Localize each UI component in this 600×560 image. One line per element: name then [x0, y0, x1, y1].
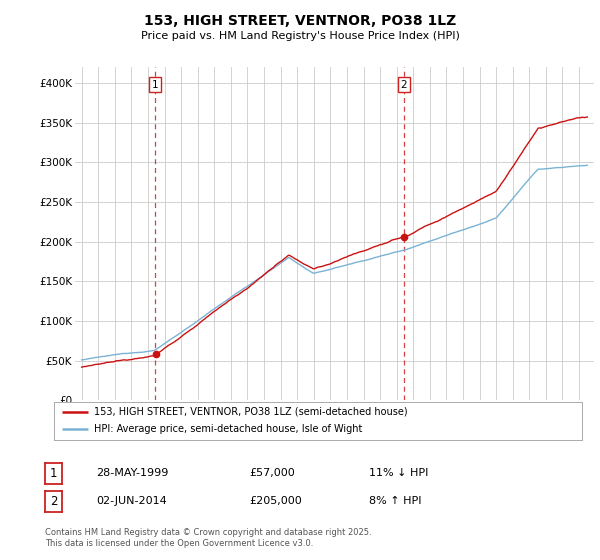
Text: Price paid vs. HM Land Registry's House Price Index (HPI): Price paid vs. HM Land Registry's House … — [140, 31, 460, 41]
Text: 11% ↓ HPI: 11% ↓ HPI — [369, 468, 428, 478]
Text: 8% ↑ HPI: 8% ↑ HPI — [369, 496, 421, 506]
Text: 28-MAY-1999: 28-MAY-1999 — [96, 468, 169, 478]
Text: Contains HM Land Registry data © Crown copyright and database right 2025.
This d: Contains HM Land Registry data © Crown c… — [45, 528, 371, 548]
Text: £57,000: £57,000 — [249, 468, 295, 478]
Text: 02-JUN-2014: 02-JUN-2014 — [96, 496, 167, 506]
Text: 2: 2 — [50, 494, 57, 508]
Text: 2: 2 — [400, 80, 407, 90]
Text: 153, HIGH STREET, VENTNOR, PO38 1LZ: 153, HIGH STREET, VENTNOR, PO38 1LZ — [144, 14, 456, 28]
Text: 153, HIGH STREET, VENTNOR, PO38 1LZ (semi-detached house): 153, HIGH STREET, VENTNOR, PO38 1LZ (sem… — [94, 407, 407, 417]
Text: 1: 1 — [151, 80, 158, 90]
Text: £205,000: £205,000 — [249, 496, 302, 506]
Text: HPI: Average price, semi-detached house, Isle of Wight: HPI: Average price, semi-detached house,… — [94, 424, 362, 435]
Text: 1: 1 — [50, 466, 57, 480]
